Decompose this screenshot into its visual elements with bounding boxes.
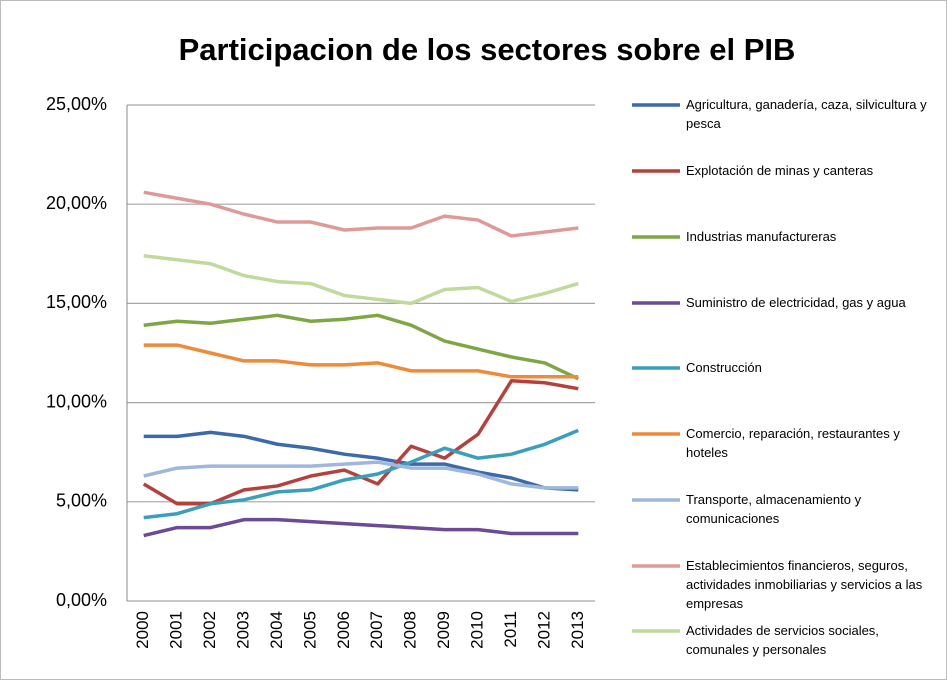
- x-tick-label: 2004: [267, 611, 286, 649]
- legend-label: Transporte, almacenamiento y comunicacio…: [686, 492, 862, 526]
- series-line: [143, 254, 579, 306]
- legend-label: Suministro de electricidad, gas y agua: [686, 295, 906, 310]
- legend-label: Actividades de servicios sociales, comun…: [686, 623, 879, 657]
- legend-label: Construcción: [686, 360, 762, 375]
- x-tick-label: 2008: [401, 611, 420, 649]
- series-line: [143, 460, 579, 490]
- series-line: [143, 517, 579, 538]
- y-tick-label: 15,00%: [46, 292, 107, 312]
- legend-label: Explotación de minas y canteras: [686, 163, 874, 178]
- y-tick-label: 25,00%: [46, 94, 107, 114]
- x-tick-label: 2007: [367, 611, 386, 649]
- x-tick-label: 2003: [233, 611, 252, 649]
- x-tick-label: 2006: [334, 611, 353, 649]
- chart-title: Participacion de los sectores sobre el P…: [179, 32, 796, 67]
- x-tick-label: 2011: [501, 611, 520, 648]
- series-line: [143, 343, 579, 379]
- y-tick-label: 10,00%: [46, 391, 107, 411]
- x-tick-label: 2001: [167, 611, 186, 649]
- y-tick-label: 0,00%: [56, 590, 107, 610]
- legend-label: Establecimientos financieros, seguros, a…: [686, 558, 923, 611]
- series-line: [143, 313, 580, 381]
- x-tick-label: 2000: [133, 611, 152, 649]
- legend-label: Agricultura, ganadería, caza, silvicultu…: [686, 97, 927, 131]
- y-tick-label: 5,00%: [56, 491, 107, 511]
- x-tick-label: 2002: [200, 611, 219, 649]
- series-line: [143, 190, 579, 238]
- y-tick-label: 20,00%: [46, 193, 107, 213]
- x-tick-label: 2010: [467, 611, 486, 649]
- x-tick-label: 2005: [300, 611, 319, 649]
- series-line: [143, 428, 579, 520]
- x-tick-label: 2012: [534, 611, 553, 649]
- legend-label: Industrias manufactureras: [686, 229, 837, 244]
- series-line: [143, 430, 579, 492]
- x-tick-label: 2013: [568, 611, 587, 649]
- legend-label: Comercio, reparación, restaurantes y hot…: [686, 426, 900, 460]
- x-tick-label: 2009: [434, 611, 453, 649]
